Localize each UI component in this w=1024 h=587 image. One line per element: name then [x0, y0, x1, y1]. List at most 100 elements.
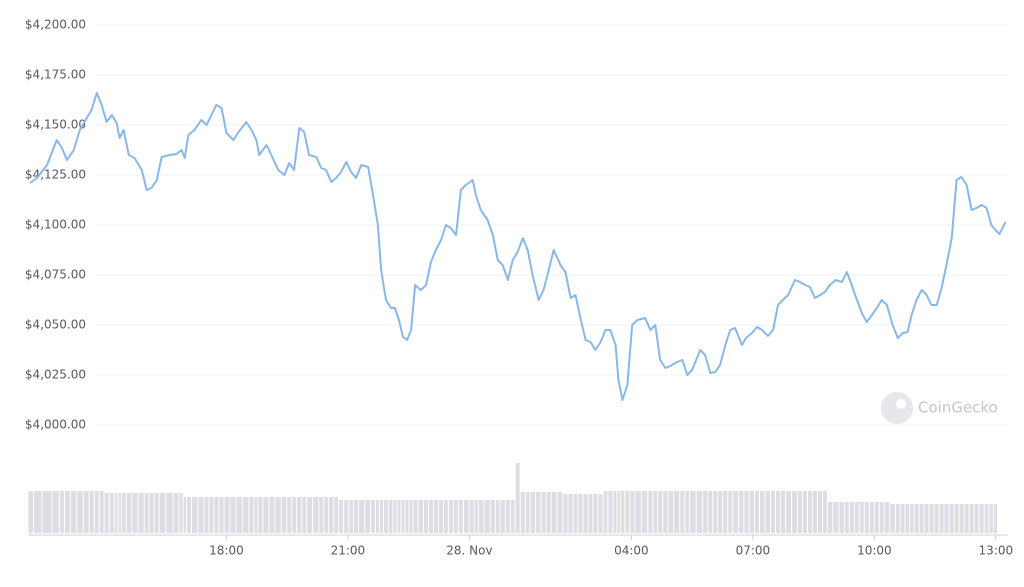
volume-bar — [380, 500, 384, 533]
volume-bar — [219, 497, 224, 533]
y-tick-label: $4,125.00 — [25, 168, 86, 182]
volume-bar — [126, 493, 132, 533]
volume-bar — [754, 491, 760, 533]
volume-bar — [617, 491, 620, 533]
volume-bar — [443, 500, 448, 533]
volume-bar — [630, 491, 635, 533]
volume-bar — [302, 497, 307, 533]
x-tick-label: 04:00 — [614, 544, 649, 558]
volume-bar — [515, 463, 520, 533]
volume-bar — [780, 491, 785, 533]
price-line — [29, 92, 1007, 401]
volume-bar — [541, 492, 546, 533]
volume-bar — [802, 491, 808, 533]
volume-bar — [944, 504, 949, 533]
volume-bar — [603, 491, 608, 533]
y-tick-label: $4,050.00 — [25, 318, 86, 332]
volume-bar — [474, 500, 478, 533]
volume-bar — [792, 491, 797, 533]
volume-bar — [874, 502, 879, 533]
volume-bar — [209, 497, 214, 533]
volume-bar — [187, 497, 191, 533]
y-tick-label: $4,150.00 — [25, 118, 86, 132]
y-tick-label: $4,000.00 — [25, 418, 86, 432]
volume-bar — [413, 500, 418, 533]
x-tick-label: 21:00 — [331, 544, 366, 558]
volume-bar — [593, 494, 598, 533]
volume-bar — [319, 497, 324, 533]
volume-bar — [613, 491, 617, 533]
volume-bar — [198, 497, 204, 533]
volume-bar — [551, 492, 557, 533]
volume-bar — [690, 491, 696, 533]
volume-bar — [258, 497, 263, 533]
volume-bar — [500, 500, 505, 533]
volume-bar — [423, 500, 429, 533]
volume-bar — [505, 500, 510, 533]
volume-bar — [214, 497, 219, 533]
volume-bar — [339, 500, 344, 533]
volume-bar — [635, 491, 641, 533]
volume-bar — [324, 497, 329, 533]
volume-bar — [919, 504, 924, 533]
volume-bar — [409, 500, 413, 533]
volume-bar — [949, 504, 954, 533]
volume-bar — [469, 500, 474, 533]
volume-bar — [833, 502, 839, 533]
y-tick-label: $4,025.00 — [25, 368, 86, 382]
volume-bar — [122, 493, 126, 533]
volume-bar — [281, 497, 287, 533]
volume-bar — [490, 500, 495, 533]
volume-bar — [397, 500, 401, 533]
volume-bar — [733, 491, 738, 533]
volume-bar — [42, 491, 52, 533]
volume-bar — [453, 500, 458, 533]
volume-bar — [401, 500, 405, 533]
plot-background — [96, 24, 1008, 426]
volume-bar — [680, 491, 685, 533]
volume-bar — [144, 493, 149, 533]
volume-bar — [354, 500, 359, 533]
volume-bar — [964, 504, 969, 533]
volume-bar — [959, 504, 964, 533]
volume-bar — [939, 504, 944, 533]
volume-bar — [770, 491, 776, 533]
watermark-logo-eye — [896, 399, 906, 409]
volume-bar — [765, 491, 770, 533]
volume-bar — [64, 491, 70, 533]
volume-bar — [183, 497, 187, 533]
volume-bar — [224, 497, 230, 533]
y-tick-label: $4,175.00 — [25, 68, 86, 82]
volume-bar — [334, 497, 339, 533]
volume-bar — [59, 491, 64, 533]
volume-bar — [118, 493, 122, 533]
volume-bar — [275, 497, 281, 533]
volume-bar — [70, 491, 77, 533]
volume-bar — [879, 502, 884, 533]
volume-bar — [154, 493, 159, 533]
volume-bar — [817, 491, 823, 533]
volume-bar — [546, 492, 551, 533]
volume-bar — [530, 492, 536, 533]
volume-bar — [608, 491, 613, 533]
volume-bar — [52, 491, 59, 533]
volume-bar — [808, 491, 812, 533]
volume-bar — [307, 497, 313, 533]
volume-bar — [287, 497, 292, 533]
volume-bar — [641, 491, 648, 533]
x-tick-label: 13:00 — [979, 544, 1014, 558]
volume-bar — [954, 504, 959, 533]
volume-bar — [839, 502, 844, 533]
volume-bar — [204, 497, 209, 533]
volume-bar — [429, 500, 433, 533]
volume-bar — [384, 500, 388, 533]
volume-bar — [895, 504, 900, 533]
volume-bar — [179, 493, 183, 533]
volume-bar — [713, 491, 718, 533]
volume-bar — [989, 504, 993, 533]
volume-bar — [242, 497, 249, 533]
volume-bar — [191, 497, 198, 533]
volume-bar — [979, 504, 984, 533]
volume-bar — [388, 500, 393, 533]
